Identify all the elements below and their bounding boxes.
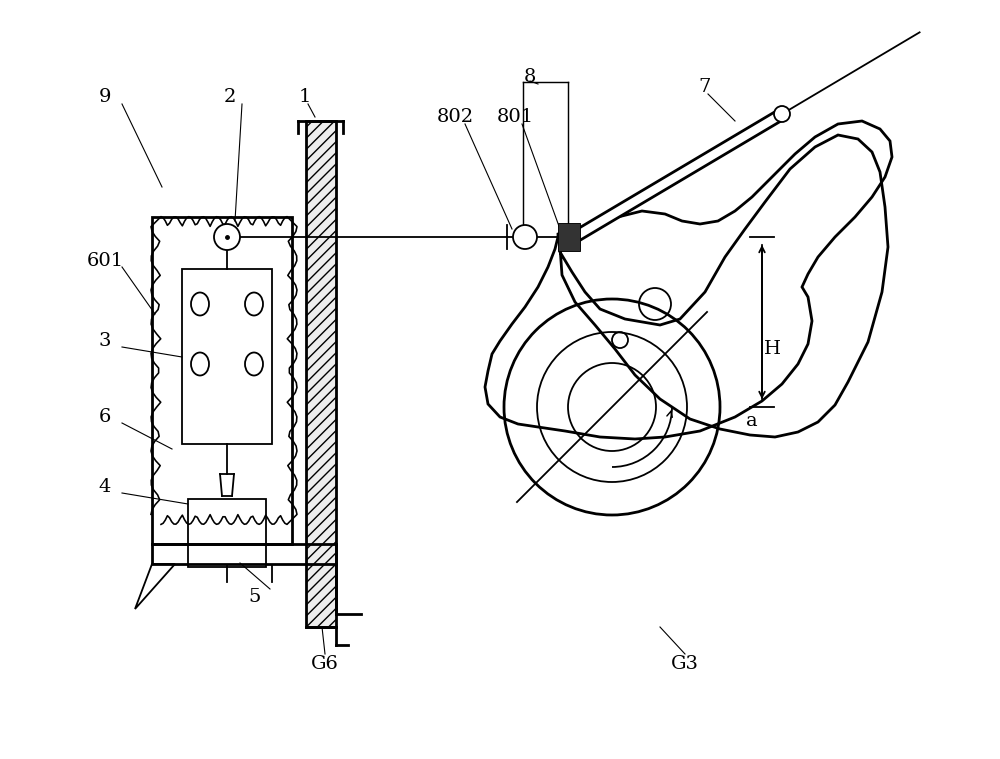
Text: 801: 801 xyxy=(496,108,534,126)
Bar xyxy=(188,499,266,567)
Circle shape xyxy=(774,106,790,122)
Circle shape xyxy=(513,225,537,249)
Text: 8: 8 xyxy=(524,68,536,86)
Bar xyxy=(558,223,580,251)
Bar xyxy=(306,121,336,627)
Text: G6: G6 xyxy=(311,655,339,673)
Bar xyxy=(182,269,272,444)
Text: 3: 3 xyxy=(99,332,111,350)
Text: 9: 9 xyxy=(99,88,111,106)
Bar xyxy=(152,217,292,544)
Circle shape xyxy=(214,224,240,250)
Text: G3: G3 xyxy=(671,655,699,673)
Polygon shape xyxy=(565,109,785,246)
Text: 2: 2 xyxy=(224,88,236,106)
Text: 601: 601 xyxy=(86,252,124,270)
Text: 1: 1 xyxy=(299,88,311,106)
Bar xyxy=(306,121,336,627)
Text: H: H xyxy=(764,340,780,358)
Text: 4: 4 xyxy=(99,478,111,496)
Text: 6: 6 xyxy=(99,408,111,426)
Text: a: a xyxy=(746,412,758,430)
Text: 5: 5 xyxy=(249,588,261,606)
Text: 802: 802 xyxy=(436,108,474,126)
Text: 7: 7 xyxy=(699,78,711,96)
Bar xyxy=(152,544,336,564)
